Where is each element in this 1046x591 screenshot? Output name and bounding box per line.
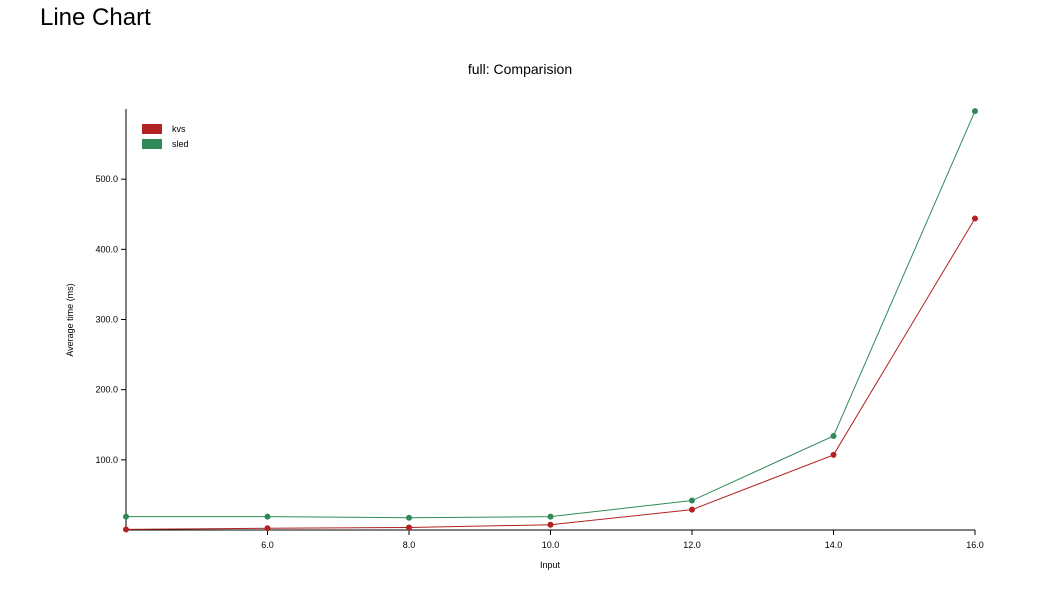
data-point-kvs — [830, 451, 837, 458]
data-point-sled — [406, 514, 412, 521]
series-line-sled — [126, 110, 976, 519]
x-tick-label: 12.0 — [683, 540, 701, 550]
data-point-sled — [689, 497, 695, 504]
legend-swatch-kvs — [142, 124, 162, 134]
legend-swatch-sled — [142, 139, 162, 149]
data-point-sled — [264, 513, 271, 520]
x-tick-label: 10.0 — [542, 540, 560, 550]
y-tick-label: 300.0 — [95, 315, 118, 325]
y-tick-label: 100.0 — [95, 455, 118, 465]
legend-label-sled: sled — [172, 139, 189, 149]
data-point-kvs — [547, 521, 554, 528]
x-tick-label: 16.0 — [966, 540, 984, 550]
x-axis-label: Input — [540, 560, 561, 570]
page-heading: Line Chart — [40, 4, 151, 31]
data-point-kvs — [972, 215, 978, 222]
tick-marks: 6.0 8.0 10.0 12.0 14.0 16.0 100.0 200.0 300.0 400… — [95, 174, 983, 550]
series-points — [123, 108, 978, 533]
chart-title: full: Comparision — [468, 61, 572, 77]
legend-label-kvs: kvs — [172, 124, 186, 134]
y-tick-label: 200.0 — [95, 385, 118, 395]
data-point-sled — [972, 108, 978, 115]
x-tick-label: 8.0 — [403, 540, 416, 550]
data-point-kvs — [406, 524, 412, 531]
series-line-kvs — [125, 218, 976, 530]
data-point-kvs — [689, 506, 695, 513]
y-tick-label: 400.0 — [95, 244, 118, 254]
x-tick-label: 14.0 — [825, 540, 843, 550]
y-axis-label: Average time (ms) — [65, 283, 75, 356]
series-lines — [125, 110, 976, 530]
data-point-sled — [830, 432, 837, 439]
axes — [125, 109, 975, 531]
data-point-sled — [123, 513, 129, 520]
legend: kvs sled — [142, 124, 189, 149]
y-tick-label: 500.0 — [95, 174, 118, 184]
data-point-kvs — [123, 526, 129, 533]
data-point-kvs — [264, 525, 271, 532]
data-point-sled — [547, 513, 554, 520]
x-tick-label: 6.0 — [261, 540, 274, 550]
